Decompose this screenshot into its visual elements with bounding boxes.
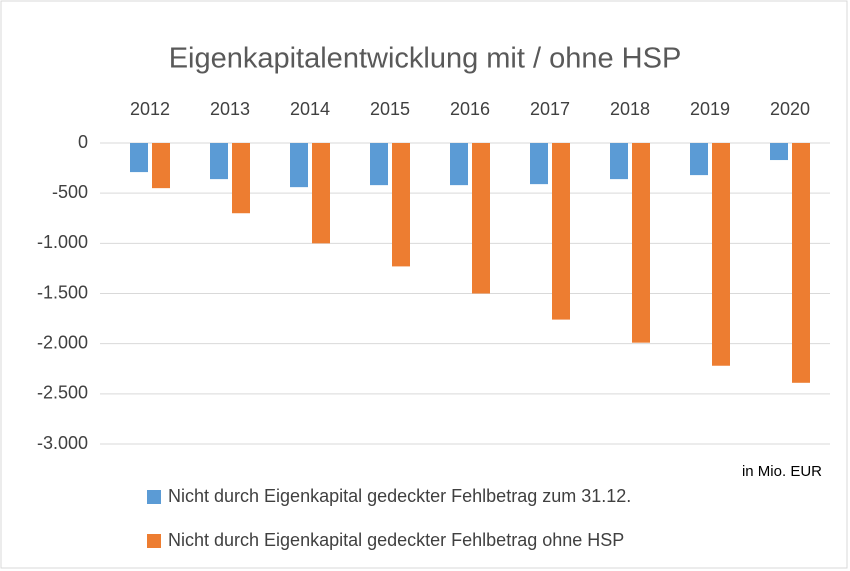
bar: [370, 143, 388, 186]
x-tick-label: 2013: [210, 99, 250, 119]
x-tick-label: 2015: [370, 99, 410, 119]
bar: [632, 143, 650, 343]
x-tick-label: 2016: [450, 99, 490, 119]
legend-label: Nicht durch Eigenkapital gedeckter Fehlb…: [168, 486, 631, 506]
legend-label: Nicht durch Eigenkapital gedeckter Fehlb…: [168, 530, 624, 550]
bar: [770, 143, 788, 161]
y-tick-label: -2.000: [37, 332, 88, 352]
legend-swatch: [147, 490, 161, 504]
bar: [210, 143, 228, 180]
x-tick-label: 2012: [130, 99, 170, 119]
bar: [392, 143, 410, 267]
x-tick-label: 2019: [690, 99, 730, 119]
x-tick-label: 2017: [530, 99, 570, 119]
legend-swatch: [147, 534, 161, 548]
y-tick-label: -3.000: [37, 433, 88, 453]
bar: [552, 143, 570, 320]
x-tick-label: 2018: [610, 99, 650, 119]
bar: [290, 143, 308, 188]
bar: [450, 143, 468, 186]
y-tick-label: 0: [78, 132, 88, 152]
bar: [610, 143, 628, 180]
bar: [472, 143, 490, 294]
bar: [792, 143, 810, 383]
x-tick-label: 2020: [770, 99, 810, 119]
y-tick-label: -1.000: [37, 232, 88, 252]
bar: [232, 143, 250, 214]
chart-title: Eigenkapitalentwicklung mit / ohne HSP: [169, 43, 682, 75]
y-tick-label: -2.500: [37, 383, 88, 403]
bar: [712, 143, 730, 366]
bar: [690, 143, 708, 176]
bar: [530, 143, 548, 185]
bar: [312, 143, 330, 244]
annotation: in Mio. EUR: [742, 463, 822, 480]
x-tick-label: 2014: [290, 99, 330, 119]
y-tick-label: -1.500: [37, 282, 88, 302]
bar: [130, 143, 148, 173]
bar: [152, 143, 170, 189]
y-tick-label: -500: [52, 182, 88, 202]
